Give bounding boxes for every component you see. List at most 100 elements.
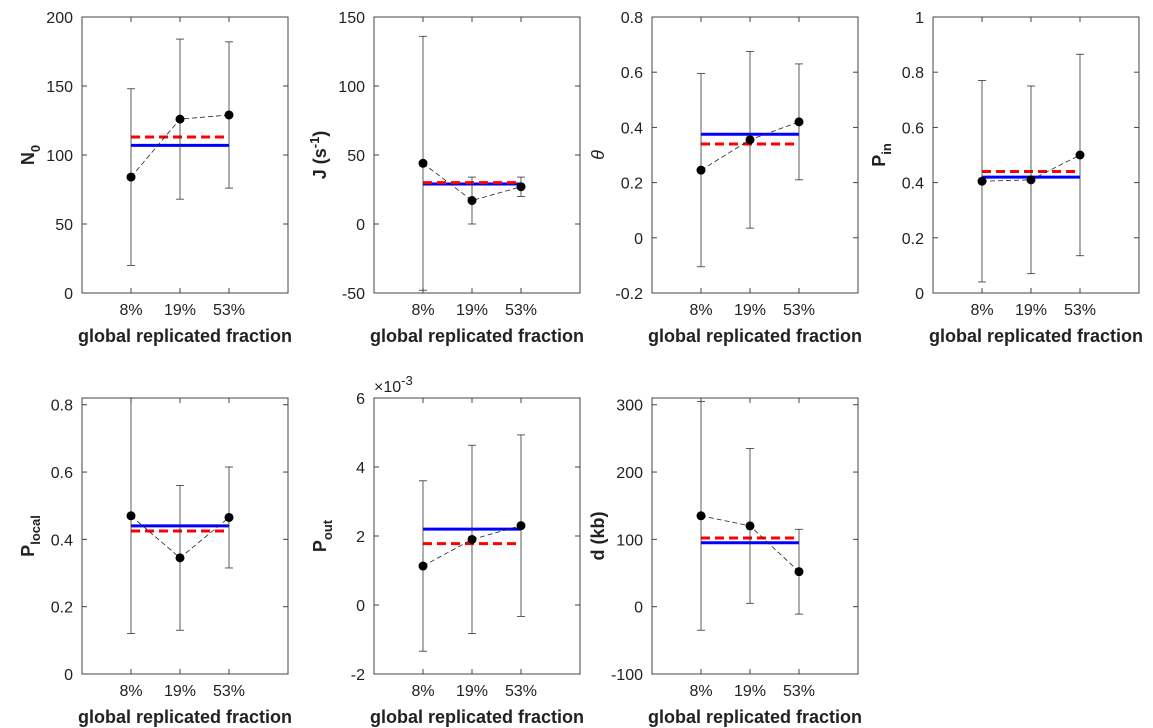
data-point: [467, 196, 477, 206]
x-tick-label: 53%: [213, 302, 245, 319]
y-tick-label: 6: [356, 391, 365, 408]
label-sub: 0: [28, 145, 43, 152]
x-tick-label: 53%: [783, 302, 815, 319]
x-tick-label: 8%: [119, 302, 142, 319]
label-part: N: [18, 152, 38, 165]
subplot: -100 0 100 200 300 8% 19% 53% global replicated …: [588, 397, 862, 727]
y-tick-label: 0: [915, 286, 924, 303]
x-tick-label: 8%: [411, 302, 434, 319]
x-tick-label: 8%: [689, 302, 712, 319]
subplot: 0 0.2 0.4 0.6 0.8 1 8% 19% 53% global replicated …: [869, 10, 1143, 346]
y-tick-label: 1: [915, 10, 924, 27]
data-point: [1075, 150, 1085, 160]
axes-box: [81, 397, 289, 675]
x-tick-label: 8%: [689, 683, 712, 700]
axes-box: [373, 397, 581, 675]
y-tick-label: 0: [64, 286, 73, 303]
x-axis-label: global replicated fraction: [370, 326, 584, 346]
y-axis-label: J (s-1): [307, 131, 330, 180]
x-axis-label: global replicated fraction: [929, 326, 1143, 346]
x-tick-label: 19%: [1015, 302, 1047, 319]
connecting-line: [422, 162, 522, 201]
data-point: [1026, 175, 1036, 185]
label-sub: local: [28, 515, 43, 545]
x-tick-label: 19%: [734, 302, 766, 319]
axes-box: [932, 16, 1140, 294]
data-point: [467, 534, 477, 544]
y-tick-label: 0: [634, 600, 643, 617]
x-tick-label: 19%: [164, 302, 196, 319]
x-axis-label: global replicated fraction: [370, 707, 584, 727]
axes-box: [373, 16, 581, 294]
y-tick-label: 0: [64, 667, 73, 684]
data-point: [418, 561, 428, 571]
y-tick-label: 0: [356, 217, 365, 234]
y-tick-label: 4: [356, 460, 365, 477]
data-point: [516, 182, 526, 192]
y-tick-label: 50: [55, 217, 73, 234]
y-tick-label: 50: [347, 148, 365, 165]
y-tick-label: 0: [634, 231, 643, 248]
data-point: [794, 567, 804, 577]
x-tick-label: 53%: [783, 683, 815, 700]
label-part: ): [310, 131, 330, 137]
x-tick-label: 8%: [970, 302, 993, 319]
y-tick-label: 300: [616, 398, 643, 415]
y-tick-label: 0: [356, 598, 365, 615]
y-tick-label: 0.4: [51, 532, 73, 549]
data-point: [175, 553, 185, 563]
label-part: P: [310, 540, 330, 552]
y-axis-label: d (kb): [588, 512, 608, 561]
data-point: [745, 521, 755, 531]
y-tick-label: 150: [46, 79, 73, 96]
y-tick-label: 0.2: [902, 231, 924, 248]
label-sub: in: [879, 143, 894, 155]
y-axis-label: Pout: [310, 519, 335, 552]
y-tick-label: -50: [342, 286, 365, 303]
data-point: [224, 512, 234, 522]
x-tick-label: 53%: [213, 683, 245, 700]
label-part: ×10: [374, 379, 401, 396]
x-tick-label: 8%: [119, 683, 142, 700]
label-sup: -3: [401, 373, 413, 388]
data-point: [418, 158, 428, 168]
y-tick-label: -2: [351, 667, 365, 684]
x-tick-label: 19%: [164, 683, 196, 700]
data-point: [977, 176, 987, 186]
x-axis-label: global replicated fraction: [648, 326, 862, 346]
x-tick-label: 19%: [734, 683, 766, 700]
x-tick-label: 19%: [456, 302, 488, 319]
y-tick-label: -0.2: [615, 286, 643, 303]
subplot: -0.2 0 0.2 0.4 0.6 0.8 8% 19% 53% global replicat…: [588, 10, 862, 346]
y-tick-label: 200: [46, 10, 73, 27]
y-tick-label: 200: [616, 465, 643, 482]
subplot: -50 0 50 100 150 8% 19% 53% global replicated fr…: [307, 10, 584, 346]
data-point: [745, 135, 755, 145]
y-tick-label: 0.8: [621, 10, 643, 27]
label-sup: -1: [307, 137, 322, 149]
y-axis-label: Plocal: [18, 515, 43, 557]
subplot: -2 0 2 4 6 8% 19% 53% global replicated fraction…: [310, 373, 584, 727]
y-tick-label: 0.6: [902, 120, 924, 137]
y-tick-label: 150: [338, 10, 365, 27]
x-tick-label: 53%: [505, 683, 537, 700]
connecting-line: [422, 525, 522, 567]
data-point: [696, 165, 706, 175]
data-point: [175, 114, 185, 124]
data-point: [696, 511, 706, 521]
axes-box: [651, 16, 859, 294]
y-tick-label: 0.8: [902, 65, 924, 82]
x-axis-label: global replicated fraction: [78, 326, 292, 346]
label-italic: θ: [588, 150, 608, 160]
data-point: [126, 172, 136, 182]
x-tick-label: 53%: [1064, 302, 1096, 319]
y-tick-label: 0.4: [621, 120, 643, 137]
subplot: 0 0.2 0.4 0.6 0.8 8% 19% 53% global replicated f…: [18, 397, 292, 727]
data-point: [126, 511, 136, 521]
data-point: [794, 117, 804, 127]
y-axis-label: θ: [588, 150, 608, 160]
label-part: P: [869, 155, 889, 167]
y-tick-label: -100: [611, 667, 643, 684]
label-sub: out: [320, 519, 335, 540]
